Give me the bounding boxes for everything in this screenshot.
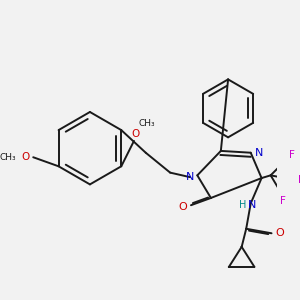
Text: O: O xyxy=(22,152,30,162)
Text: F: F xyxy=(289,149,294,160)
Text: N: N xyxy=(248,200,257,210)
Text: CH₃: CH₃ xyxy=(138,119,155,128)
Text: O: O xyxy=(178,202,187,212)
Text: CH₃: CH₃ xyxy=(0,153,16,162)
Text: O: O xyxy=(275,228,284,238)
Text: H: H xyxy=(239,200,246,210)
Text: F: F xyxy=(280,196,286,206)
Text: N: N xyxy=(186,172,194,182)
Text: N: N xyxy=(255,148,263,158)
Text: F: F xyxy=(298,175,300,185)
Text: O: O xyxy=(132,129,140,139)
